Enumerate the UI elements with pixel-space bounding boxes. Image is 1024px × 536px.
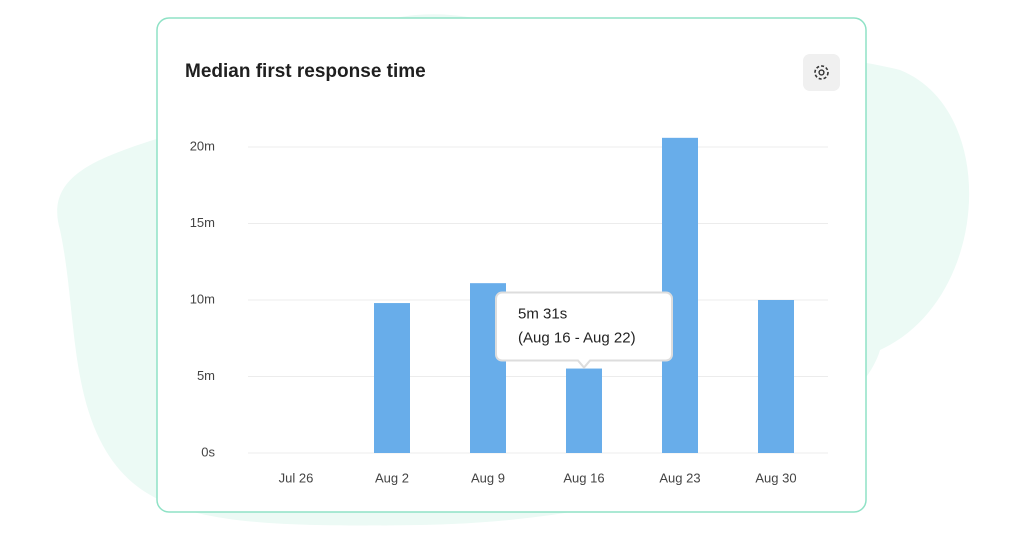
tooltip: 5m 31s (Aug 16 - Aug 22) bbox=[495, 291, 673, 370]
y-tick-label: 15m bbox=[190, 215, 215, 230]
bar bbox=[566, 368, 602, 453]
settings-button[interactable] bbox=[803, 54, 840, 91]
chart-title: Median first response time bbox=[185, 61, 426, 82]
y-tick-label: 0s bbox=[201, 444, 215, 459]
bar bbox=[758, 300, 794, 453]
x-tick-label: Aug 9 bbox=[471, 470, 505, 485]
tooltip-range: (Aug 16 - Aug 22) bbox=[518, 330, 636, 347]
tooltip-value: 5m 31s bbox=[518, 306, 567, 323]
x-tick-label: Aug 16 bbox=[563, 470, 604, 485]
x-tick-label: Aug 23 bbox=[659, 470, 700, 485]
tooltip-box bbox=[495, 291, 673, 370]
bar bbox=[374, 303, 410, 453]
y-tick-label: 5m bbox=[197, 368, 215, 383]
x-tick-label: Aug 2 bbox=[375, 470, 409, 485]
x-tick-label: Jul 26 bbox=[279, 470, 314, 485]
y-tick-label: 10m bbox=[190, 291, 215, 306]
y-tick-label: 20m bbox=[190, 138, 215, 153]
x-tick-label: Aug 30 bbox=[755, 470, 796, 485]
